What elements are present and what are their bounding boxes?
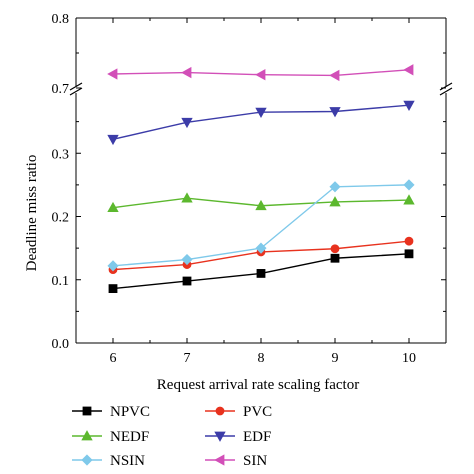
y-tick-label: 0.1 [52,274,70,289]
data-point-npvc [256,269,266,278]
data-point-edf [403,100,415,112]
x-tick-label: 8 [258,351,265,366]
data-point-nedf [181,192,193,203]
data-point-sin [107,68,118,80]
legend-marker-npvc [82,406,92,416]
legend-marker-nsin [81,454,93,466]
series-nedf [107,192,415,213]
legend-label-npvc: NPVC [110,404,150,420]
axes: 0.0 0.1 0.2 0.3 0.7 0.8 6 7 8 9 10 [52,12,453,366]
series-sin [107,64,414,82]
data-point-npvc [182,276,192,286]
series-npvc [108,249,414,294]
data-point-pvc [404,236,414,246]
legend-item-npvc: NPVC [72,404,150,420]
axis-break-mark-right [439,87,453,96]
legend-marker-edf [214,431,226,442]
data-point-nsin [403,179,415,191]
y-axis-title: Deadline miss ratio [24,155,40,272]
y-tick-label: 0.0 [52,337,70,352]
axis-break-mark-left [69,82,83,91]
legend-label-pvc: PVC [243,404,272,420]
data-point-nedf [255,199,267,211]
legend-label-nedf: NEDF [110,429,149,445]
legend-label-sin: SIN [243,453,267,469]
data-point-nsin [255,242,267,254]
y-tick-label: 0.7 [52,82,70,97]
data-point-nsin [329,181,341,193]
series-edf [107,100,415,146]
legend-label-nsin: NSIN [110,453,145,469]
legend-marker-nedf [81,430,93,441]
data-point-sin [255,69,266,81]
legend-item-nedf: NEDF [72,429,149,445]
data-point-edf [181,117,193,129]
y-tick-label: 0.3 [52,147,70,162]
data-point-nedf [403,194,415,205]
axis-break-mark-left [69,87,83,96]
data-point-nsin [181,253,193,266]
legend-label-edf: EDF [243,429,271,445]
series-nsin [107,179,415,272]
legend: NPVC PVC NEDF EDF NSIN SIN [72,404,272,469]
legend-item-pvc: PVC [205,404,272,420]
data-point-edf [329,107,341,118]
data-point-pvc [330,244,340,254]
data-point-nedf [329,196,341,207]
x-tick-label: 6 [110,351,117,366]
data-point-nedf [107,201,119,213]
axis-break-mark-right [439,82,453,91]
y-tick-label: 0.8 [52,12,70,27]
x-axis-title: Request arrival rate scaling factor [157,377,359,393]
x-tick-label: 9 [332,351,339,366]
legend-item-nsin: NSIN [72,453,145,469]
data-point-npvc [108,284,118,294]
x-tick-label: 7 [184,351,191,366]
data-point-edf [255,107,267,118]
series-layer [107,64,415,294]
data-point-npvc [404,249,414,259]
legend-marker-pvc [215,406,225,416]
legend-item-edf: EDF [205,429,271,445]
x-tick-label: 10 [402,351,416,366]
data-point-edf [107,134,119,146]
data-point-sin [329,69,340,82]
legend-item-sin: SIN [205,453,267,469]
data-point-sin [181,66,192,79]
y-tick-label: 0.2 [52,211,70,226]
data-point-sin [403,64,414,76]
data-point-npvc [330,253,340,263]
legend-marker-sin [214,454,225,466]
data-point-nsin [107,260,119,272]
